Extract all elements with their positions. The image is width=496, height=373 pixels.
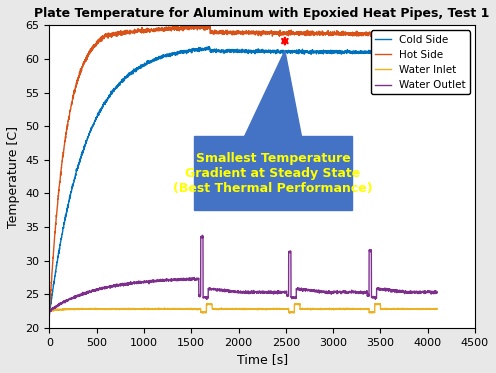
Line: Hot Side: Hot Side xyxy=(49,25,437,316)
Hot Side xyxy=(46,314,52,319)
Hot Side xyxy=(195,25,201,29)
Cold Side xyxy=(427,51,433,55)
Line: Cold Side: Cold Side xyxy=(49,47,437,314)
Cold Side xyxy=(206,44,212,49)
Hot Side xyxy=(200,22,206,27)
Cold Side xyxy=(91,122,97,126)
Hot Side xyxy=(114,31,120,35)
Legend: Cold Side, Hot Side, Water Inlet, Water Outlet: Cold Side, Hot Side, Water Inlet, Water … xyxy=(371,31,470,94)
Cold Side xyxy=(385,50,391,54)
Hot Side xyxy=(91,46,97,50)
X-axis label: Time [s]: Time [s] xyxy=(237,353,288,366)
Cold Side xyxy=(114,86,120,90)
Cold Side xyxy=(46,312,52,316)
Water Inlet xyxy=(427,307,433,311)
Water Inlet xyxy=(287,311,293,315)
Water Inlet xyxy=(195,307,201,311)
Cold Side xyxy=(434,50,440,55)
Water Inlet xyxy=(114,307,120,311)
Title: Plate Temperature for Aluminum with Epoxied Heat Pipes, Test 1: Plate Temperature for Aluminum with Epox… xyxy=(35,7,490,20)
Water Outlet xyxy=(46,308,52,313)
Line: Water Outlet: Water Outlet xyxy=(49,235,437,312)
FancyBboxPatch shape xyxy=(194,136,352,210)
Polygon shape xyxy=(245,51,302,136)
Water Outlet xyxy=(427,289,433,294)
Water Inlet xyxy=(204,301,210,305)
Hot Side xyxy=(212,31,218,36)
Text: Smallest Temperature
Gradient at Steady State
(Best Thermal Performance): Smallest Temperature Gradient at Steady … xyxy=(173,152,373,195)
Water Inlet xyxy=(385,306,391,311)
Water Inlet xyxy=(212,306,218,311)
Water Outlet xyxy=(91,288,97,292)
Water Outlet xyxy=(385,287,391,292)
Water Outlet xyxy=(212,287,218,291)
Water Inlet xyxy=(91,307,97,311)
Water Outlet xyxy=(114,282,120,286)
Water Inlet xyxy=(434,307,440,311)
Water Outlet xyxy=(199,233,205,238)
Cold Side xyxy=(212,49,218,53)
Y-axis label: Temperature [C]: Temperature [C] xyxy=(7,126,20,228)
Line: Water Inlet: Water Inlet xyxy=(49,303,437,313)
Cold Side xyxy=(195,48,201,53)
Water Outlet xyxy=(47,310,53,314)
Water Outlet xyxy=(434,291,440,295)
Hot Side xyxy=(427,31,433,36)
Hot Side xyxy=(434,33,440,38)
Water Inlet xyxy=(46,309,52,314)
Water Outlet xyxy=(195,277,201,282)
Hot Side xyxy=(385,31,391,36)
